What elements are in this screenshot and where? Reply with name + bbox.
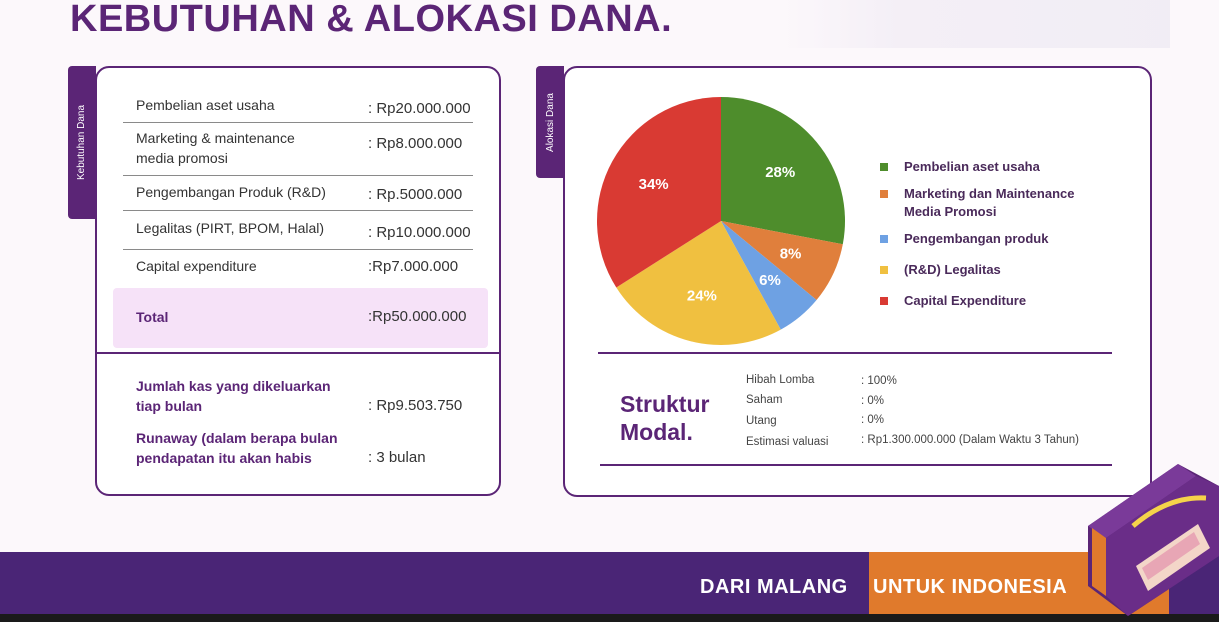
section-divider xyxy=(96,352,500,354)
page-title: KEBUTUHAN & ALOKASI DANA. xyxy=(70,0,673,40)
item-capex-label: Capital expenditure xyxy=(136,258,257,274)
item-marketing-label-2: media promosi xyxy=(136,150,228,166)
top-decoration xyxy=(780,0,1170,48)
item-rnd-value: : Rp.5000.000 xyxy=(368,186,463,203)
total-row xyxy=(113,288,488,348)
slice-pengembangan xyxy=(721,221,817,330)
utang-label: Utang xyxy=(746,415,777,427)
legend-item-aset: Pembelian aset usaha xyxy=(880,158,1120,176)
slice-capex-label: 34% xyxy=(639,176,669,193)
row-divider xyxy=(123,249,473,250)
slogan-part-2: UNTUK INDONESIA xyxy=(873,576,1068,598)
kas-label-2: tiap bulan xyxy=(136,398,203,414)
item-rnd-label: Pengembangan Produk (R&D) xyxy=(136,184,326,200)
kebutuhan-dana-card xyxy=(95,66,501,496)
saham-label: Saham xyxy=(746,394,783,406)
product-box-image xyxy=(1088,464,1219,616)
total-value: :Rp50.000.000 xyxy=(368,308,467,325)
slice-pengembangan-label: 6% xyxy=(759,272,781,289)
valuasi-label: Estimasi valuasi xyxy=(746,436,829,448)
legend-item-capex: Capital Expenditure xyxy=(880,292,1120,310)
legend-swatch xyxy=(880,235,888,243)
slice-capex xyxy=(597,97,721,288)
slice-aset xyxy=(721,97,845,245)
runaway-value: : 3 bulan xyxy=(368,449,426,466)
struktur-bottom-rule xyxy=(600,464,1112,466)
kas-label-1: Jumlah kas yang dikeluarkan xyxy=(136,378,331,394)
valuasi-value: : Rp1.300.000.000 (Dalam Waktu 3 Tahun) xyxy=(861,434,1079,446)
kebutuhan-dana-tab: Kebutuhan Dana xyxy=(68,66,96,219)
item-legalitas-value: : Rp10.000.000 xyxy=(368,224,471,241)
struktur-modal-title: Struktur Modal. xyxy=(620,391,710,445)
hibah-value: : 100% xyxy=(861,375,897,387)
item-marketing-label: Marketing & maintenance xyxy=(136,130,295,146)
slice-marketing-label: 8% xyxy=(780,246,802,263)
legend-swatch xyxy=(880,297,888,305)
total-label: Total xyxy=(136,309,169,325)
slogan-part-1: DARI MALANG xyxy=(700,576,848,598)
struktur-top-rule xyxy=(598,352,1112,354)
item-aset-label: Pembelian aset usaha xyxy=(136,97,275,113)
alokasi-pie-chart: 28% 8% 6% 24% 34% xyxy=(597,97,845,345)
legend-item-pengembangan: Pengembangan produk xyxy=(880,230,1120,248)
legend-item-legalitas: (R&D) Legalitas xyxy=(880,261,1120,279)
legend-swatch xyxy=(880,266,888,274)
slice-legalitas xyxy=(616,221,781,345)
row-divider xyxy=(123,210,473,211)
item-capex-value: :Rp7.000.000 xyxy=(368,258,459,275)
legend-item-marketing: Marketing dan Maintenance Media Promosi xyxy=(880,185,1120,221)
legend-swatch xyxy=(880,163,888,171)
slice-aset-label: 28% xyxy=(765,164,795,181)
alokasi-dana-tab: Alokasi Dana xyxy=(536,66,564,178)
item-marketing-value: : Rp8.000.000 xyxy=(368,135,463,152)
runaway-label-2: pendapatan itu akan habis xyxy=(136,450,312,466)
runaway-label-1: Runaway (dalam berapa bulan xyxy=(136,430,338,446)
slice-marketing xyxy=(721,221,843,301)
legend-swatch xyxy=(880,190,888,198)
footer-edge xyxy=(0,614,1219,622)
pie-legend: Pembelian aset usaha Marketing dan Maint… xyxy=(880,158,1120,310)
row-divider xyxy=(123,122,473,123)
utang-value: : 0% xyxy=(861,414,885,426)
saham-value: : 0% xyxy=(861,395,885,407)
kas-value: : Rp9.503.750 xyxy=(368,397,463,414)
item-legalitas-label: Legalitas (PIRT, BPOM, Halal) xyxy=(136,220,325,236)
row-divider xyxy=(123,175,473,176)
item-aset-value: : Rp20.000.000 xyxy=(368,100,471,117)
hibah-label: Hibah Lomba xyxy=(746,374,815,386)
slice-legalitas-label: 24% xyxy=(687,287,717,304)
